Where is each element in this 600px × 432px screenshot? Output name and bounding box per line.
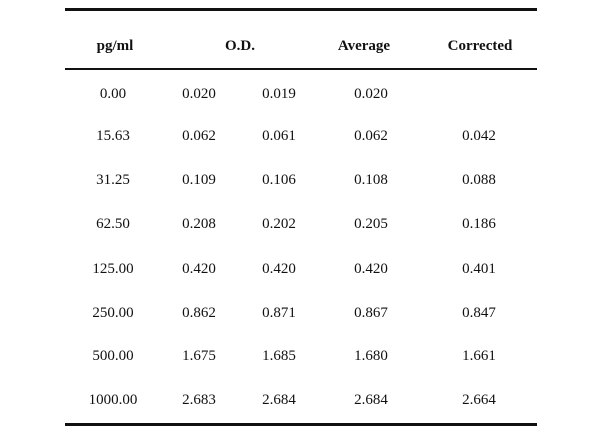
- cell-od-2: 1.685: [262, 348, 296, 364]
- cell-od-1: 1.675: [182, 348, 216, 364]
- cell-average: 0.108: [354, 172, 388, 188]
- cell-corrected: 2.664: [462, 392, 496, 408]
- cell-od-1: 0.208: [182, 216, 216, 232]
- cell-od-2: 0.420: [262, 261, 296, 277]
- cell-average: 0.020: [354, 86, 388, 102]
- header-od: O.D.: [225, 38, 255, 54]
- cell-average: 1.680: [354, 348, 388, 364]
- cell-od-2: 0.202: [262, 216, 296, 232]
- cell-average: 0.867: [354, 305, 388, 321]
- cell-od-1: 0.020: [182, 86, 216, 102]
- cell-od-1: 0.862: [182, 305, 216, 321]
- header-concentration: pg/ml: [96, 38, 134, 54]
- cell-concentration: 250.00: [92, 305, 134, 321]
- cell-od-2: 0.019: [262, 86, 296, 102]
- cell-average: 0.062: [354, 128, 388, 144]
- cell-corrected: 0.847: [462, 305, 496, 321]
- table-header-rule: [65, 68, 537, 70]
- cell-corrected: 0.401: [462, 261, 496, 277]
- cell-od-2: 0.871: [262, 305, 296, 321]
- cell-od-1: 0.062: [182, 128, 216, 144]
- cell-concentration: 500.00: [92, 348, 134, 364]
- cell-concentration: 1000.00: [88, 392, 138, 408]
- cell-od-1: 2.683: [182, 392, 216, 408]
- cell-od-2: 0.106: [262, 172, 296, 188]
- cell-corrected: 0.088: [462, 172, 496, 188]
- table-bottom-rule: [65, 423, 537, 426]
- header-corrected: Corrected: [447, 38, 513, 54]
- cell-concentration: 62.50: [96, 216, 130, 232]
- cell-concentration: 125.00: [92, 261, 134, 277]
- cell-concentration: 15.63: [96, 128, 130, 144]
- cell-od-2: 0.061: [262, 128, 296, 144]
- cell-od-1: 0.109: [182, 172, 216, 188]
- cell-average: 0.420: [354, 261, 388, 277]
- header-average: Average: [337, 38, 391, 54]
- cell-od-2: 2.684: [262, 392, 296, 408]
- cell-corrected: 1.661: [462, 348, 496, 364]
- table-top-rule: [65, 8, 537, 11]
- cell-corrected: 0.042: [462, 128, 496, 144]
- cell-concentration: 0.00: [99, 86, 127, 102]
- cell-od-1: 0.420: [182, 261, 216, 277]
- cell-average: 2.684: [354, 392, 388, 408]
- cell-corrected: 0.186: [462, 216, 496, 232]
- cell-average: 0.205: [354, 216, 388, 232]
- cell-concentration: 31.25: [96, 172, 130, 188]
